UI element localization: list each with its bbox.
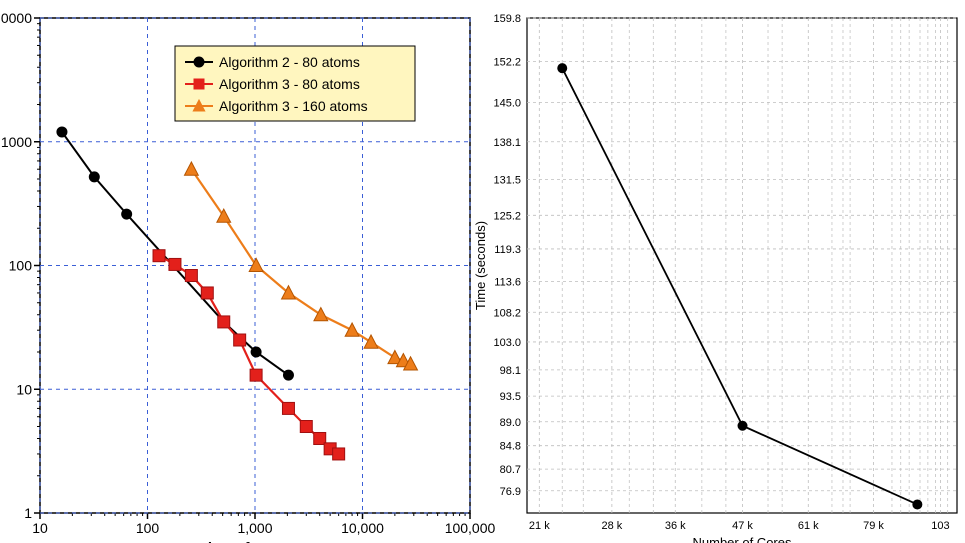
ytick-label: 80.7	[500, 464, 521, 476]
ytick-label: 89.0	[500, 417, 521, 429]
right-chart: 21 k 28 k 36 k 47 k 61 k 79 k 103 76.9 80.7 84.8 8…	[473, 13, 957, 543]
xtick-label: 100,000	[445, 520, 496, 536]
ytick-label: 108.2	[493, 307, 521, 319]
ytick-label: 113.6	[494, 276, 521, 288]
plot-frame	[527, 18, 957, 513]
ytick-label: 138.1	[493, 137, 521, 149]
ytick-label: 10	[16, 381, 32, 397]
xtick-label: 79 k	[863, 520, 884, 532]
x-axis-label: Number of Cores	[693, 535, 792, 543]
left-chart: 101001,00010,000100,00011010010000000Num…	[1, 10, 496, 543]
xtick-label: 1,000	[237, 520, 272, 536]
y-axis-label: Time (seconds)	[473, 221, 488, 310]
ytick-label: 100	[9, 258, 33, 274]
ytick-label: 159.8	[493, 13, 521, 25]
ytick-label: 131.5	[493, 174, 521, 186]
ytick-label: 119.3	[494, 244, 521, 256]
xtick-label: 100	[136, 520, 160, 536]
xtick-label: 36 k	[665, 520, 686, 532]
ytick-label: 125.2	[493, 210, 521, 222]
ytick-label: 145.0	[493, 97, 521, 109]
ytick-label: 152.2	[493, 56, 521, 68]
xtick-label: 61 k	[798, 520, 819, 532]
ytick-label: 93.5	[500, 391, 521, 403]
ytick-label: 103.0	[493, 337, 521, 349]
xtick-label: 28 k	[601, 520, 622, 532]
legend-label: Algorithm 3 - 80 atoms	[219, 76, 360, 92]
ytick-label: 1	[24, 505, 32, 521]
ytick-label: 84.8	[500, 441, 521, 453]
ytick-label: 1000	[1, 134, 32, 150]
xtick-label: 10,000	[341, 520, 384, 536]
xtick-label: 21 k	[529, 520, 550, 532]
xtick-label: 10	[32, 520, 48, 536]
legend: Algorithm 2 - 80 atoms Algorithm 3 - 80 a…	[175, 46, 415, 121]
ytick-label: 98.1	[500, 365, 521, 377]
xtick-label: 47 k	[732, 520, 753, 532]
legend-label: Algorithm 2 - 80 atoms	[219, 54, 360, 70]
legend-label: Algorithm 3 - 160 atoms	[219, 98, 368, 114]
xtick-label: 103	[931, 520, 949, 532]
ytick-label: 76.9	[500, 486, 521, 498]
ytick-label: 0000	[1, 10, 32, 26]
